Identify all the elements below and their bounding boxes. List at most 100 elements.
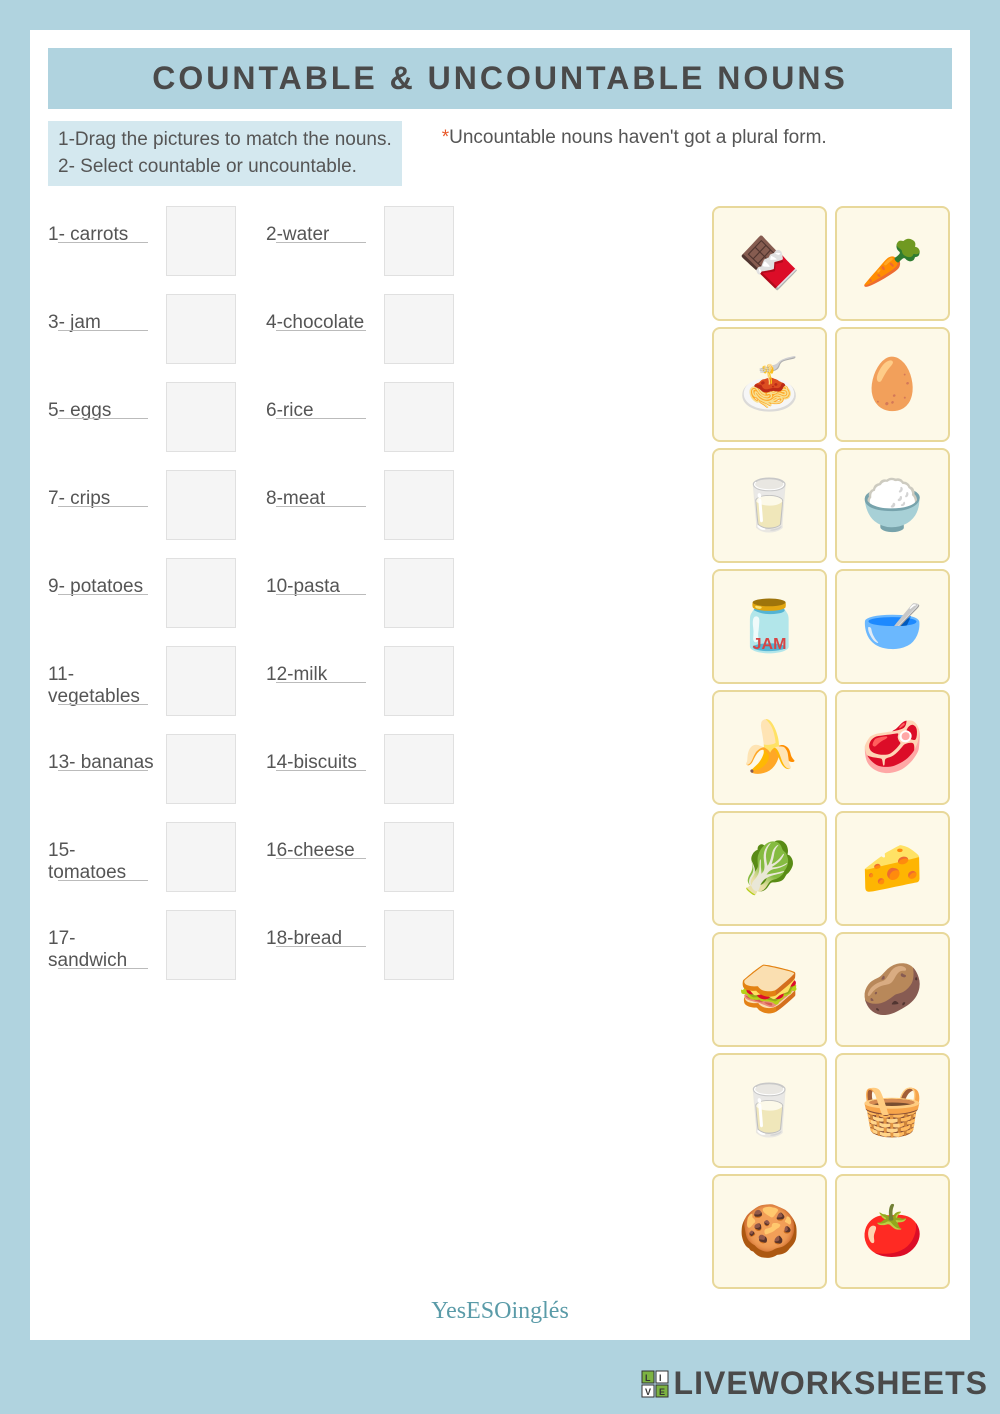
dropzone[interactable] <box>166 382 236 452</box>
worksheet-page: COUNTABLE & UNCOUNTABLE NOUNS 1-Drag the… <box>30 30 970 1340</box>
draggable-bananas[interactable]: 🍌 <box>712 690 827 805</box>
item-label: 7- crips <box>48 470 158 510</box>
draggable-potatoes[interactable]: 🥔 <box>835 932 950 1047</box>
dropzone[interactable] <box>384 734 454 804</box>
dropzone[interactable] <box>384 822 454 892</box>
draggable-chocolate[interactable]: 🍫 <box>712 206 827 321</box>
item-group: 8-meat <box>266 470 454 540</box>
answer-line[interactable] <box>276 682 366 683</box>
answer-line[interactable] <box>276 858 366 859</box>
dropzone[interactable] <box>166 822 236 892</box>
draggable-jam[interactable]: 🫙JAM <box>712 569 827 684</box>
item-group: 14-biscuits <box>266 734 454 804</box>
answer-line[interactable] <box>276 418 366 419</box>
draggable-cheese[interactable]: 🧀 <box>835 811 950 926</box>
dropzone[interactable] <box>166 558 236 628</box>
answer-line[interactable] <box>58 880 148 881</box>
dropzone[interactable] <box>166 206 236 276</box>
dropzone[interactable] <box>384 294 454 364</box>
dropzone[interactable] <box>384 646 454 716</box>
answer-line[interactable] <box>276 242 366 243</box>
content-area: 1- carrots 2-water 3- jam 4-chocolate 5- egg… <box>30 206 970 1289</box>
item-label: 16-cheese <box>266 822 376 862</box>
item-label: 4-chocolate <box>266 294 376 334</box>
watermark: LIVE LIVEWORKSHEETS <box>640 1365 988 1402</box>
item-group: 15- tomatoes <box>48 822 236 892</box>
answer-line[interactable] <box>58 330 148 331</box>
draggable-sandwich[interactable]: 🥪 <box>712 932 827 1047</box>
draggable-eggs[interactable]: 🥚 <box>835 327 950 442</box>
draggable-meat[interactable]: 🥩 <box>835 690 950 805</box>
answer-line[interactable] <box>58 242 148 243</box>
answer-line[interactable] <box>276 330 366 331</box>
draggable-rice[interactable]: 🍚 <box>835 448 950 563</box>
draggable-tomatoes[interactable]: 🍅 <box>835 1174 950 1289</box>
jam-label-text: JAM <box>753 636 787 654</box>
watermark-icon: LIVE <box>640 1369 670 1399</box>
answer-line[interactable] <box>276 506 366 507</box>
dropzone[interactable] <box>166 470 236 540</box>
dropzone[interactable] <box>384 206 454 276</box>
answer-line[interactable] <box>58 968 148 969</box>
item-label: 18-bread <box>266 910 376 950</box>
answer-line[interactable] <box>58 506 148 507</box>
item-group: 1- carrots <box>48 206 236 276</box>
item-group: 9- potatoes <box>48 558 236 628</box>
item-group: 11- vegetables <box>48 646 236 716</box>
dropzone[interactable] <box>166 646 236 716</box>
draggable-pasta[interactable]: 🍝 <box>712 327 827 442</box>
draggable-biscuits[interactable]: 🍪 <box>712 1174 827 1289</box>
item-group: 17- sandwich <box>48 910 236 980</box>
svg-text:L: L <box>645 1373 652 1383</box>
item-label: 5- eggs <box>48 382 158 422</box>
watermark-text: LIVEWORKSHEETS <box>674 1365 988 1402</box>
answer-line[interactable] <box>276 946 366 947</box>
item-stack: 12-milk <box>266 646 376 687</box>
item-stack: 17- sandwich <box>48 910 158 973</box>
item-group: 2-water <box>266 206 454 276</box>
draggable-vegetables[interactable]: 🥬 <box>712 811 827 926</box>
item-group: 6-rice <box>266 382 454 452</box>
svg-text:V: V <box>645 1387 652 1397</box>
answer-line[interactable] <box>58 418 148 419</box>
instructions-box: 1-Drag the pictures to match the nouns. … <box>48 121 402 186</box>
dropzone[interactable] <box>384 910 454 980</box>
item-label: 15- tomatoes <box>48 822 158 884</box>
draggable-carrots[interactable]: 🥕 <box>835 206 950 321</box>
dropzone[interactable] <box>384 470 454 540</box>
item-stack: 15- tomatoes <box>48 822 158 885</box>
item-stack: 5- eggs <box>48 382 158 423</box>
dropzone[interactable] <box>166 734 236 804</box>
images-area: 🍫🥕🍝🥚🥛🍚🫙JAM🥣🍌🥩🥬🧀🥪🥔🥛🧺🍪🍅 <box>712 206 952 1289</box>
draggable-crisps[interactable]: 🥣 <box>835 569 950 684</box>
item-label: 10-pasta <box>266 558 376 598</box>
answer-line[interactable] <box>276 770 366 771</box>
instructions-row: 1-Drag the pictures to match the nouns. … <box>30 121 970 186</box>
answer-line[interactable] <box>58 770 148 771</box>
dropzone[interactable] <box>166 910 236 980</box>
draggable-milk-glass[interactable]: 🥛 <box>712 1053 827 1168</box>
item-label: 13- bananas <box>48 734 158 774</box>
item-stack: 6-rice <box>266 382 376 423</box>
item-label: 14-biscuits <box>266 734 376 774</box>
item-stack: 13- bananas <box>48 734 158 775</box>
dropzone[interactable] <box>384 382 454 452</box>
item-row: 3- jam 4-chocolate <box>48 294 712 364</box>
svg-text:E: E <box>659 1387 666 1397</box>
page-title: COUNTABLE & UNCOUNTABLE NOUNS <box>68 60 932 97</box>
footer-credit: YesESOinglés <box>30 1298 970 1325</box>
title-bar: COUNTABLE & UNCOUNTABLE NOUNS <box>48 48 952 109</box>
item-row: 17- sandwich 18-bread <box>48 910 712 980</box>
item-row: 15- tomatoes 16-cheese <box>48 822 712 892</box>
item-stack: 3- jam <box>48 294 158 335</box>
draggable-bread[interactable]: 🧺 <box>835 1053 950 1168</box>
dropzone[interactable] <box>166 294 236 364</box>
answer-line[interactable] <box>58 594 148 595</box>
note-box: *Uncountable nouns haven't got a plural … <box>402 121 952 186</box>
answer-line[interactable] <box>58 704 148 705</box>
answer-line[interactable] <box>276 594 366 595</box>
draggable-milk-jug[interactable]: 🥛 <box>712 448 827 563</box>
dropzone[interactable] <box>384 558 454 628</box>
item-stack: 4-chocolate <box>266 294 376 335</box>
item-stack: 16-cheese <box>266 822 376 863</box>
